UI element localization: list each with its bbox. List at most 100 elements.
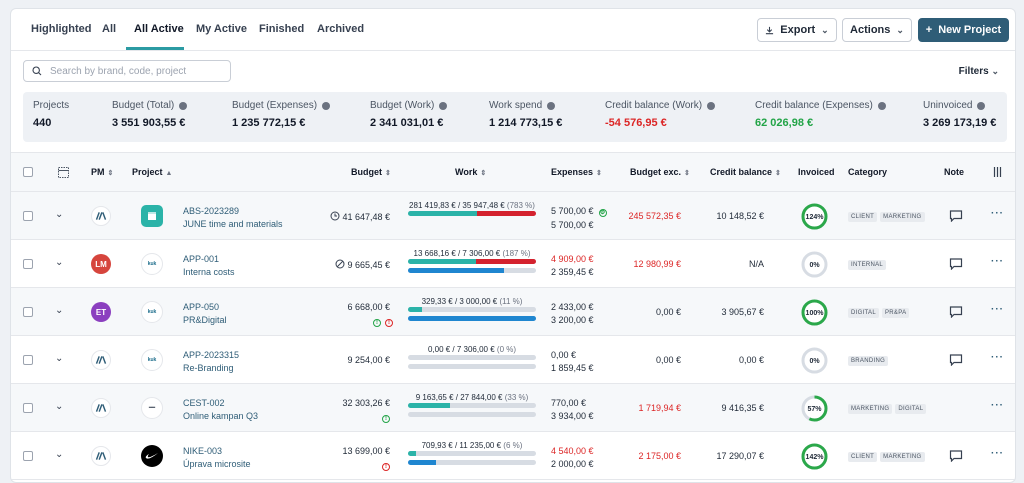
warning-icon: ! (382, 463, 390, 471)
row-menu-icon[interactable]: ··· (991, 400, 1004, 411)
stat-budget-total: Budget (Total) 3 551 903,55 € (112, 100, 188, 129)
expenses-cell: 2 433,00 € 3 200,00 € (551, 302, 594, 325)
search-input[interactable]: Search by brand, code, project (50, 65, 187, 77)
col-pm[interactable]: PM ⇕ (91, 167, 113, 177)
col-budget-exc[interactable]: Budget exc. ⇕ (630, 167, 690, 177)
project-cell[interactable]: ABS-2023289 JUNE time and materials (183, 206, 283, 229)
project-name[interactable]: Re-Branding (183, 363, 234, 373)
row-checkbox[interactable] (23, 307, 33, 317)
budget-value: 13 699,00 € (342, 446, 390, 456)
expand-chevron-icon[interactable]: ⌄ (55, 449, 64, 460)
stat-budget-work: Budget (Work) 2 341 031,01 € (370, 100, 448, 129)
note-icon[interactable] (949, 450, 963, 462)
pm-avatar[interactable]: ET (91, 302, 111, 322)
col-project[interactable]: Project ▲ (132, 167, 172, 177)
project-code[interactable]: APP-050 (183, 302, 220, 312)
row-menu-icon[interactable]: ··· (991, 208, 1004, 219)
project-code[interactable]: ABS-2023289 (183, 206, 240, 216)
new-project-button[interactable]: + New Project (918, 18, 1009, 42)
tab-bar: Highlighted All All Active My Active Fin… (11, 9, 1015, 51)
project-code[interactable]: NIKE-003 (183, 446, 223, 456)
col-category[interactable]: Category (848, 167, 888, 177)
stat-uninvoiced: Uninvoiced 3 269 173,19 € (923, 100, 996, 129)
project-cell[interactable]: APP-050 PR&Digital (183, 302, 227, 325)
filters-toggle[interactable]: Filters ⌄ (959, 66, 999, 77)
expense-spent: 4 540,00 € (551, 446, 594, 456)
stat-budget-expenses: Budget (Expenses) 1 235 772,15 € (232, 100, 331, 129)
pm-avatar[interactable]: LM (91, 254, 111, 274)
note-icon[interactable] (949, 306, 963, 318)
project-cell[interactable]: CEST-002 Online kampan Q3 (183, 398, 258, 421)
project-cell[interactable]: APP-001 Interna costs (183, 254, 235, 277)
project-code[interactable]: CEST-002 (183, 398, 225, 408)
tab-highlighted[interactable]: Highlighted (31, 23, 92, 35)
row-checkbox[interactable] (23, 259, 33, 269)
table-row[interactable]: ⌄ LM kuk APP-001 Interna costs 9 665,45 … (11, 240, 1015, 288)
budget-value: 41 647,48 € (342, 212, 390, 222)
row-menu-icon[interactable]: ··· (991, 448, 1004, 459)
column-settings-icon[interactable] (993, 167, 1002, 177)
project-name[interactable]: Online kampan Q3 (183, 411, 259, 421)
work-percent: (11 %) (499, 297, 523, 306)
col-expenses[interactable]: Expenses ⇕ (551, 167, 602, 177)
project-name[interactable]: Úprava microsite (183, 459, 251, 469)
expand-chevron-icon[interactable]: ⌄ (55, 209, 64, 220)
pm-avatar-logo-icon[interactable] (91, 398, 111, 418)
col-budget[interactable]: Budget ⇕ (351, 167, 391, 177)
expand-chevron-icon[interactable]: ⌄ (55, 353, 64, 364)
columns-icon[interactable] (58, 167, 69, 178)
warning-icon: ! (385, 319, 393, 327)
table-row[interactable]: ⌄ kuk APP-2023315 Re-Branding 9 254,00 €… (11, 336, 1015, 384)
pm-avatar-logo-icon[interactable] (91, 206, 111, 226)
info-icon[interactable] (179, 101, 188, 110)
info-icon[interactable] (977, 101, 986, 110)
project-cell[interactable]: APP-2023315 Re-Branding (183, 350, 239, 373)
actions-button[interactable]: Actions ⌄ (842, 18, 912, 42)
project-cell[interactable]: NIKE-003 Úprava microsite (183, 446, 251, 469)
pm-avatar-logo-icon[interactable] (91, 350, 111, 370)
col-credit-balance[interactable]: Credit balance ⇕ (710, 167, 781, 177)
info-icon[interactable] (322, 101, 331, 110)
tab-my-active[interactable]: My Active (196, 23, 247, 35)
export-button[interactable]: Export ⌄ (757, 18, 837, 42)
tab-all[interactable]: All (102, 23, 117, 35)
tab-finished[interactable]: Finished (259, 23, 305, 35)
row-checkbox[interactable] (23, 355, 33, 365)
pm-avatar-logo-icon[interactable] (91, 446, 111, 466)
row-checkbox[interactable] (23, 211, 33, 221)
expand-chevron-icon[interactable]: ⌄ (55, 257, 64, 268)
info-icon[interactable] (877, 101, 886, 110)
table-row[interactable]: ⌄ ET kuk APP-050 PR&Digital 6 668,00 € !… (11, 288, 1015, 336)
row-checkbox[interactable] (23, 403, 33, 413)
tab-archived[interactable]: Archived (317, 23, 365, 35)
col-note[interactable]: Note (944, 167, 964, 177)
expand-chevron-icon[interactable]: ⌄ (55, 305, 64, 316)
expand-chevron-icon[interactable]: ⌄ (55, 401, 64, 412)
stat-credit-balance-work: Credit balance (Work) -54 576,95 € (605, 100, 716, 129)
row-menu-icon[interactable]: ··· (991, 304, 1004, 315)
info-icon[interactable] (547, 101, 556, 110)
project-code[interactable]: APP-001 (183, 254, 220, 264)
table-row[interactable]: ⌄ ━━ CEST-002 Online kampan Q3 32 303,26… (11, 384, 1015, 432)
select-all-checkbox[interactable] (23, 167, 33, 177)
row-checkbox[interactable] (23, 451, 33, 461)
tab-all-active[interactable]: All Active (134, 23, 184, 35)
note-icon[interactable] (949, 258, 963, 270)
brand-logo-icon: ━━ (141, 397, 163, 419)
info-icon[interactable] (439, 101, 448, 110)
search-box[interactable]: Search by brand, code, project (23, 60, 231, 82)
project-name[interactable]: JUNE time and materials (183, 219, 283, 229)
project-name[interactable]: PR&Digital (183, 315, 227, 325)
table-row[interactable]: ⌄ ABS-2023289 JUNE time and materials 41… (11, 192, 1015, 240)
note-icon[interactable] (949, 354, 963, 366)
row-menu-icon[interactable]: ··· (991, 352, 1004, 363)
project-code[interactable]: APP-2023315 (183, 350, 240, 360)
table-row[interactable]: ⌄ NIKE-003 Úprava microsite 13 699,00 € … (11, 432, 1015, 480)
project-name[interactable]: Interna costs (183, 267, 235, 277)
row-menu-icon[interactable]: ··· (991, 256, 1004, 267)
col-invoiced[interactable]: Invoiced (798, 167, 835, 177)
info-icon[interactable] (707, 101, 716, 110)
note-icon[interactable] (949, 210, 963, 222)
budget-cell: 41 647,48 € (330, 211, 390, 222)
col-work[interactable]: Work ⇕ (455, 167, 486, 177)
